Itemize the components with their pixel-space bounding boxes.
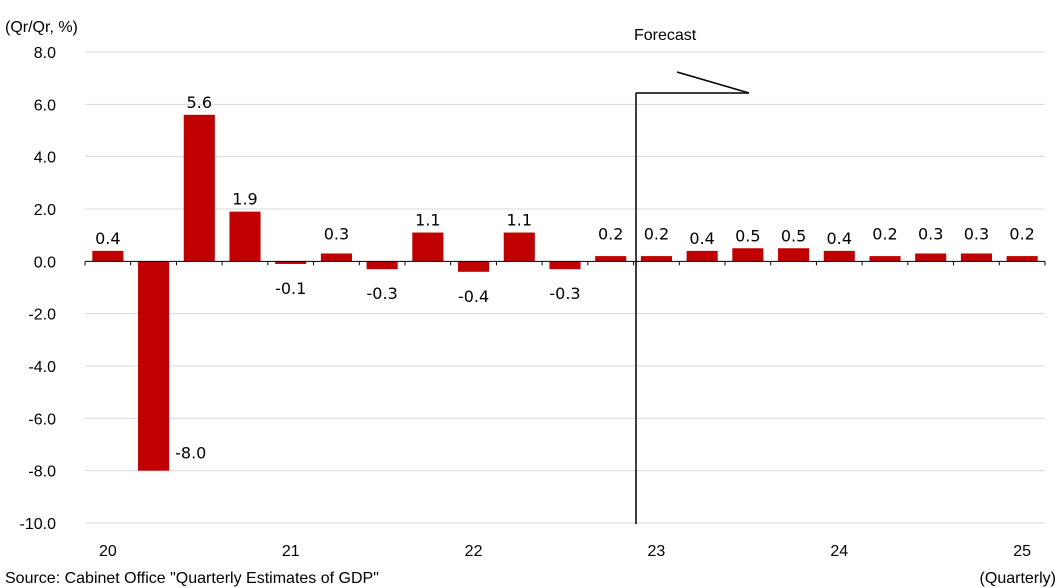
data-label: 1.1 xyxy=(507,211,532,230)
data-label: 1.9 xyxy=(232,190,257,209)
bar xyxy=(778,248,810,262)
bar xyxy=(549,261,581,270)
bar xyxy=(960,253,992,262)
y-tick-label: 2.0 xyxy=(34,202,56,219)
y-tick-label: -4.0 xyxy=(28,359,56,376)
data-label: 0.3 xyxy=(918,224,943,243)
axes: 8.0 6.0 4.0 2.0 0.0 -2.0 -4.0 -6.0 -8.0 -10.0 20 21… xyxy=(20,45,1046,560)
data-label: 0.2 xyxy=(644,224,669,243)
data-label: -0.3 xyxy=(367,284,398,303)
bar xyxy=(869,256,901,262)
y-tick-label: -10.0 xyxy=(20,516,57,533)
gridlines xyxy=(85,51,1045,524)
x-tick-label: 25 xyxy=(1013,543,1031,560)
data-label: 0.4 xyxy=(689,229,714,248)
y-tick-label: -8.0 xyxy=(28,464,56,481)
x-tick-label: 22 xyxy=(465,543,483,560)
x-tick-label: 24 xyxy=(830,543,848,560)
bar xyxy=(640,256,672,262)
data-label: 0.5 xyxy=(735,226,760,245)
data-label: -0.4 xyxy=(458,287,489,306)
y-tick-label: 0.0 xyxy=(34,254,56,271)
data-label: 0.3 xyxy=(324,224,349,243)
data-label: 0.3 xyxy=(964,224,989,243)
bar xyxy=(138,261,170,471)
y-tick-label: 6.0 xyxy=(34,97,56,114)
bars xyxy=(92,114,1038,471)
x-tick-label: 21 xyxy=(282,543,300,560)
y-tick-label: 8.0 xyxy=(34,45,56,62)
bar xyxy=(92,250,124,262)
data-label: 5.6 xyxy=(187,93,212,112)
data-label: -0.1 xyxy=(275,279,306,298)
source-note: Source: Cabinet Office "Quarterly Estima… xyxy=(5,570,379,587)
data-label: 0.2 xyxy=(1009,224,1034,243)
x-axis-unit-label: (Quarterly) xyxy=(980,570,1056,587)
bar xyxy=(595,256,627,262)
bar xyxy=(366,261,398,270)
y-tick-label: 4.0 xyxy=(34,150,56,167)
x-tick-label: 23 xyxy=(648,543,666,560)
data-labels: 0.4 -8.0 5.6 1.9 -0.1 0.3 -0.3 1.1 -0.4 1.1 -0.3 0.… xyxy=(95,93,1035,463)
y-tick-label: -6.0 xyxy=(28,411,56,428)
data-label: -8.0 xyxy=(175,444,206,463)
bar xyxy=(915,253,947,262)
y-tick-label: -2.0 xyxy=(28,307,56,324)
bar xyxy=(458,261,490,272)
data-label: 0.2 xyxy=(872,224,897,243)
bar xyxy=(320,253,352,262)
data-label: 1.1 xyxy=(415,211,440,230)
data-label: 0.5 xyxy=(781,226,806,245)
x-tick-label: 20 xyxy=(99,543,117,560)
bar xyxy=(1006,256,1038,262)
bar xyxy=(732,248,764,262)
bar xyxy=(412,232,444,262)
data-label: 0.2 xyxy=(598,224,623,243)
forecast-marker xyxy=(635,71,750,524)
data-label: 0.4 xyxy=(827,229,852,248)
bar xyxy=(183,114,215,262)
y-axis-unit-label: (Qr/Qr, %) xyxy=(5,19,78,36)
bar xyxy=(229,211,261,262)
forecast-arrow-head xyxy=(676,71,750,94)
data-label: 0.4 xyxy=(95,229,120,248)
data-label: -0.3 xyxy=(549,284,580,303)
bar xyxy=(823,250,855,262)
forecast-label: Forecast xyxy=(634,27,697,44)
bar xyxy=(686,250,718,262)
bar xyxy=(275,261,307,264)
bar xyxy=(503,232,535,262)
